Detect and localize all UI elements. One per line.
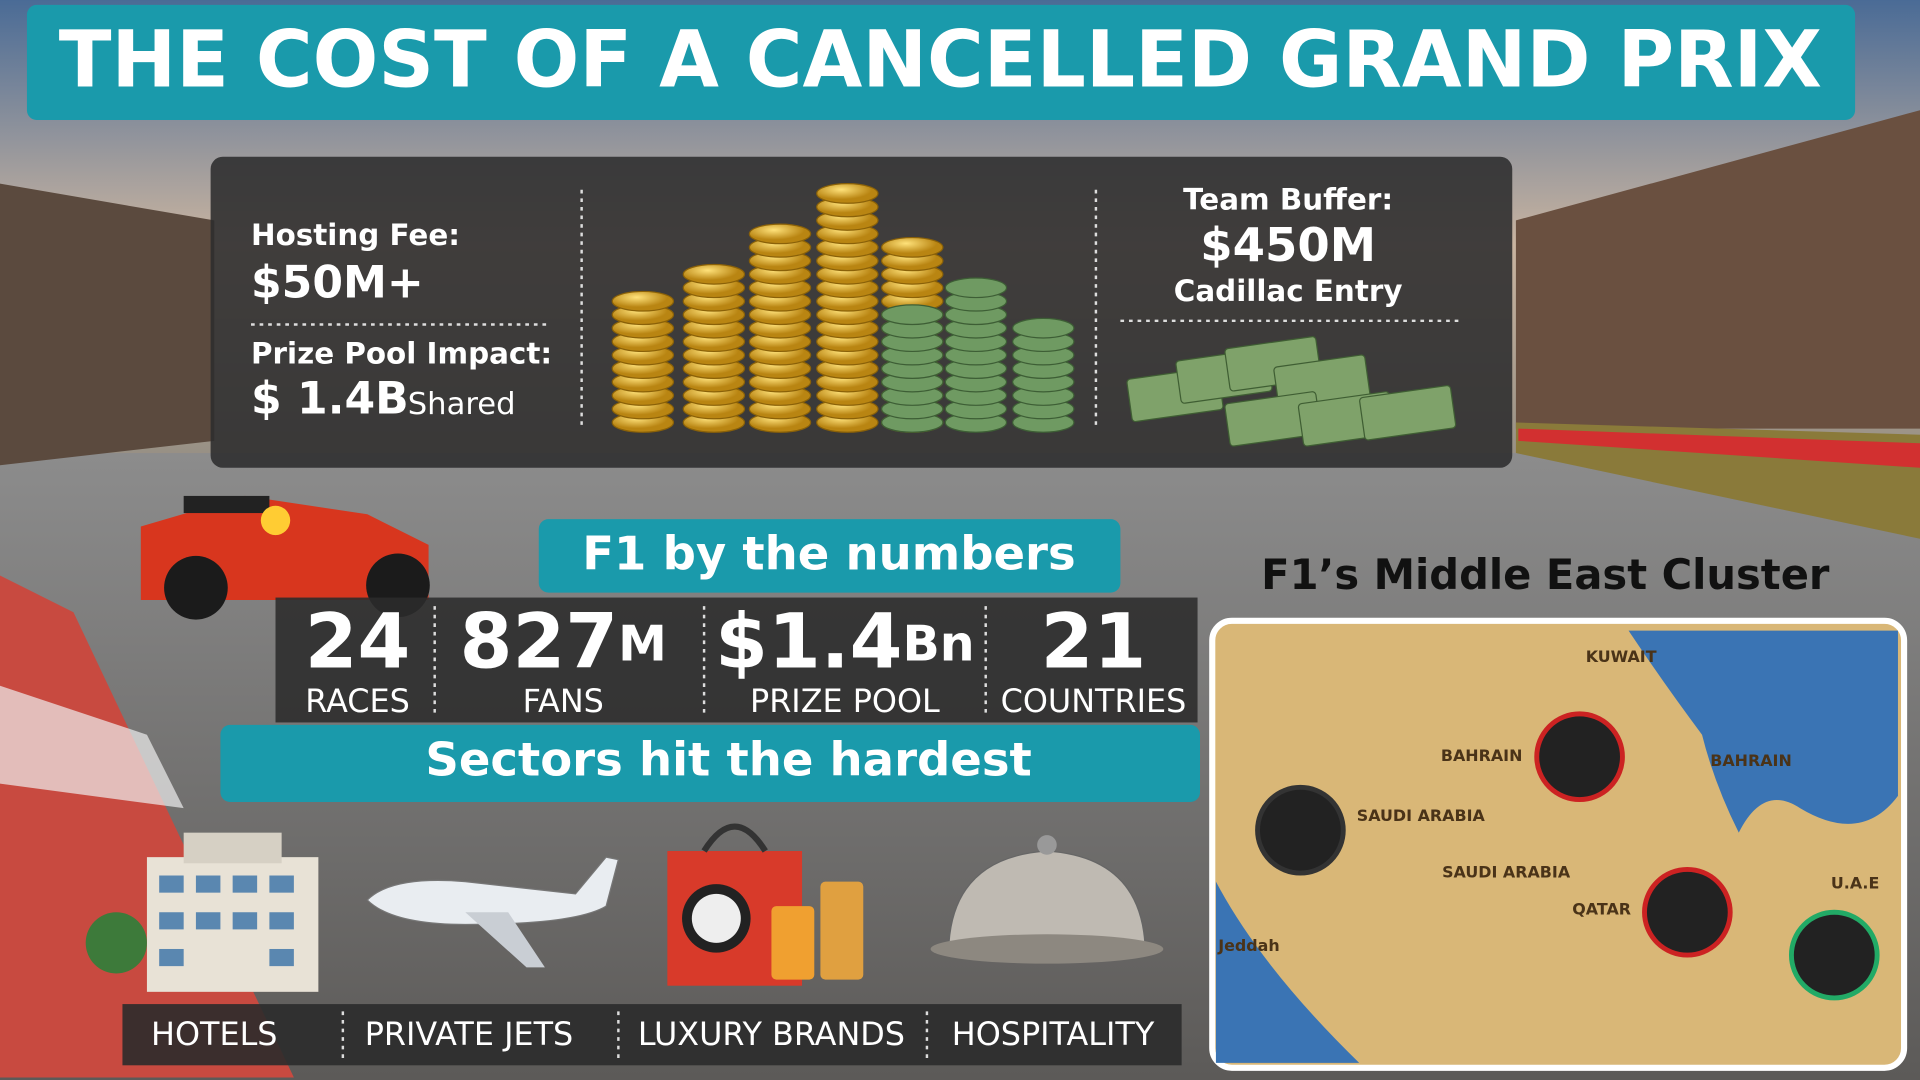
prize-pool-value: $ 1.4B	[251, 374, 409, 425]
coin	[881, 304, 944, 326]
sectors-banner	[220, 724, 1201, 803]
luxury-icon	[667, 823, 864, 986]
coin	[611, 290, 675, 312]
cloche-icon	[930, 835, 1164, 964]
gulf-water	[1628, 630, 1898, 833]
kerb-right	[1518, 428, 1920, 468]
kerb-stripe	[0, 685, 184, 809]
sectors-title: Sectors hit the hardest	[425, 732, 1031, 786]
coin	[748, 223, 812, 245]
map-label: KUWAIT	[1586, 647, 1657, 666]
numbers-banner	[538, 519, 1121, 593]
stat-number: $1.4	[715, 598, 902, 686]
cash-bundle	[1359, 385, 1457, 441]
team-buffer-note: Cadillac Entry	[1174, 274, 1403, 308]
jet-icon	[366, 856, 620, 968]
sector-label: HOSPITALITY	[952, 1015, 1155, 1053]
stats-bar	[275, 597, 1198, 723]
coin-stacks	[611, 183, 1075, 433]
stat-label: RACES	[305, 682, 410, 720]
sector-label: LUXURY BRANDS	[638, 1015, 905, 1053]
stat-value: 24	[305, 598, 411, 686]
team-buffer-value: $450M	[1200, 218, 1376, 272]
coin	[1012, 317, 1075, 339]
map-title: F1’s Middle East Cluster	[1261, 550, 1830, 599]
stat-value: $1.4Bn	[715, 598, 974, 686]
stat-value: 21	[1041, 598, 1147, 686]
coin	[816, 183, 879, 204]
stat-value: 827M	[460, 598, 667, 686]
coin	[881, 236, 944, 258]
hosting-fee-label: Hosting Fee:	[251, 218, 460, 252]
stat-label: COUNTRIES	[1001, 682, 1187, 720]
stat-label: PRIZE POOL	[750, 682, 940, 720]
circuit-badges	[1255, 711, 1880, 1001]
stat-label: FANS	[523, 682, 604, 720]
coin	[944, 277, 1008, 299]
title-banner	[26, 4, 1856, 121]
sector-labels: HOTELS PRIVATE JETS LUXURY BRANDS HOSPITALI…	[151, 1011, 1155, 1058]
stat-unit: Bn	[902, 615, 974, 672]
sectors-bar	[122, 1004, 1182, 1066]
sector-label: PRIVATE JETS	[365, 1015, 574, 1053]
prize-pool-label: Prize Pool Impact:	[251, 337, 552, 371]
team-buffer-label: Team Buffer:	[1183, 182, 1393, 216]
title: THE COST OF A CANCELLED GRAND PRIX	[59, 14, 1822, 105]
stat-unit: M	[618, 615, 667, 672]
prize-pool-note: Shared	[408, 387, 516, 422]
grandstand-right	[1515, 110, 1920, 429]
hosting-fee-value: $50M+	[251, 257, 424, 308]
cash-stacks	[1126, 336, 1457, 447]
map-label: QATAR	[1572, 899, 1631, 918]
red-sea	[1215, 881, 1360, 1063]
map-label: BAHRAIN	[1441, 746, 1523, 765]
map-label: SAUDI ARABIA	[1442, 863, 1571, 882]
map-label: BAHRAIN	[1710, 751, 1792, 770]
coin	[682, 263, 746, 285]
stat-number: 827	[460, 598, 618, 686]
map-label: U.A.E	[1831, 874, 1879, 893]
stat-number: 21	[1041, 598, 1147, 686]
grandstand-left	[0, 183, 215, 466]
numbers-title: F1 by the numbers	[582, 527, 1075, 581]
map-label: SAUDI ARABIA	[1357, 806, 1486, 825]
stat-number: 24	[305, 598, 411, 686]
hotel-icon	[85, 832, 319, 992]
map-label: Jeddah	[1217, 936, 1280, 955]
sector-label: HOTELS	[151, 1015, 277, 1053]
